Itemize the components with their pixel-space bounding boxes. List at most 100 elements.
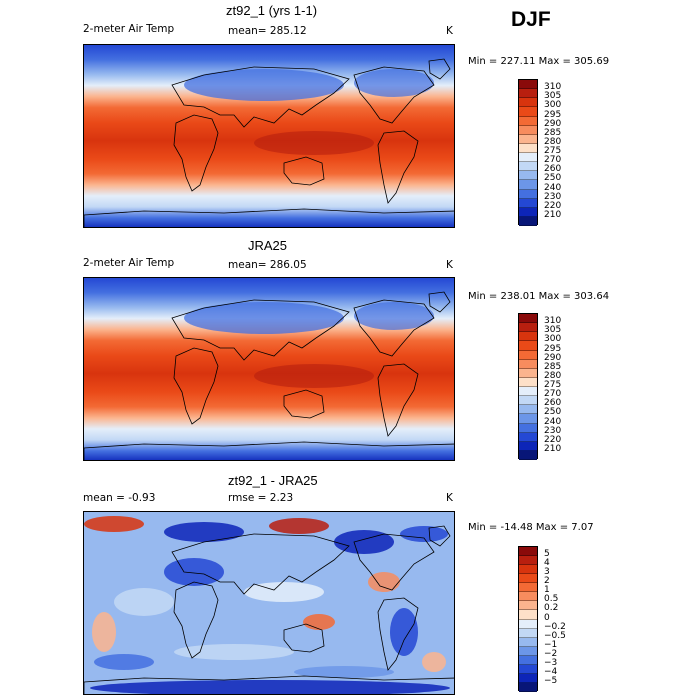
colorbar-label: −5 (544, 675, 558, 686)
coastline (171, 533, 350, 595)
colorbar-label: 285 (544, 127, 562, 138)
colorbar-swatch (519, 314, 537, 324)
colorbar-swatch (519, 610, 537, 620)
colorbar-swatch (519, 377, 537, 387)
colorbar-label: 270 (544, 155, 562, 166)
colorbar-swatch (519, 134, 537, 144)
colorbar-label: 240 (544, 416, 562, 427)
panel-3-map (83, 511, 455, 695)
coastline (84, 675, 454, 694)
colorbar-swatch (519, 116, 537, 126)
colorbar-swatch (519, 359, 537, 369)
panel-3-minmax: Min = -14.48 Max = 7.07 (468, 522, 594, 533)
coastline (173, 581, 219, 659)
colorbar-label: −0.5 (544, 630, 566, 641)
colorbar-swatch (519, 646, 537, 656)
colorbar-swatch (519, 547, 537, 557)
colorbar-label: 4 (544, 558, 550, 569)
colorbar-label: 295 (544, 109, 562, 120)
colorbar-label: 260 (544, 398, 562, 409)
season-label: DJF (511, 8, 551, 31)
colorbar-swatch (519, 143, 537, 153)
coastline (428, 58, 451, 80)
colorbar-label: 250 (544, 407, 562, 418)
panel-2-minmax: Min = 238.01 Max = 303.64 (468, 291, 610, 302)
colorbar-swatch (519, 332, 537, 342)
colorbar-swatch (519, 171, 537, 181)
colorbar-swatch (519, 207, 537, 217)
colorbar-swatch (519, 341, 537, 351)
colorbar-swatch (519, 98, 537, 108)
panel-2-mean-label: mean= 286.05 (228, 259, 307, 271)
colorbar-label: −0.2 (544, 621, 566, 632)
colorbar-label: 290 (544, 352, 562, 363)
colorbar-label: 220 (544, 434, 562, 445)
colorbar-label: 260 (544, 164, 562, 175)
colorbar-swatch (519, 423, 537, 433)
panel-1-title: zt92_1 (yrs 1-1) (226, 3, 318, 18)
coastline (173, 347, 219, 425)
colorbar-swatch (519, 125, 537, 135)
colorbar-swatch (519, 405, 537, 415)
panel-3-colorbar (518, 546, 538, 692)
colorbar-label: 305 (544, 325, 562, 336)
colorbar-swatch (519, 619, 537, 629)
coastline (353, 533, 435, 591)
panel-2-units-label: K (446, 259, 453, 271)
colorbar-swatch (519, 432, 537, 442)
panel-3-mean-label: mean = -0.93 (83, 492, 156, 504)
colorbar-swatch (519, 180, 537, 190)
coastline (377, 363, 419, 437)
coastline (428, 291, 451, 313)
colorbar-label: 300 (544, 100, 562, 111)
colorbar-swatch (519, 107, 537, 117)
colorbar-swatch (519, 153, 537, 163)
panel-2-colorbar (518, 313, 538, 460)
colorbar-label: −4 (544, 666, 558, 677)
panel-3-rmse-label: rmse = 2.23 (228, 492, 294, 504)
colorbar-label: 5 (544, 549, 550, 560)
coastline (377, 130, 419, 204)
colorbar-label: 3 (544, 567, 550, 578)
colorbar-swatch (519, 396, 537, 406)
colorbar-label: 2 (544, 576, 550, 587)
colorbar-swatch (519, 628, 537, 638)
coastline (283, 156, 325, 186)
colorbar-swatch (519, 80, 537, 90)
colorbar-label: −1 (544, 639, 558, 650)
panel-1-minmax: Min = 227.11 Max = 305.69 (468, 56, 610, 67)
colorbar-swatch (519, 198, 537, 208)
colorbar-swatch (519, 450, 537, 460)
colorbar-label: 210 (544, 443, 562, 454)
colorbar-swatch (519, 664, 537, 674)
colorbar-label: 240 (544, 182, 562, 193)
panel-1-mean-label: mean= 285.12 (228, 25, 307, 37)
coastline (377, 597, 419, 671)
coastline (353, 299, 435, 357)
colorbar-label: 275 (544, 380, 562, 390)
colorbar-label: −2 (544, 648, 558, 659)
panel-1-colorbar (518, 79, 538, 226)
coastline (84, 208, 454, 227)
colorbar-label: −3 (544, 657, 558, 668)
colorbar-label: 250 (544, 173, 562, 184)
panel-2-map (83, 277, 455, 461)
coastline (353, 66, 435, 124)
colorbar-swatch (519, 574, 537, 584)
colorbar-label: 305 (544, 91, 562, 102)
coastline (84, 441, 454, 460)
colorbar-swatch (519, 556, 537, 566)
panel-3-units-label: K (446, 492, 453, 504)
colorbar-label: 270 (544, 389, 562, 400)
coastline (283, 623, 325, 653)
colorbar-label: 290 (544, 118, 562, 129)
colorbar-swatch (519, 162, 537, 172)
colorbar-swatch (519, 323, 537, 333)
colorbar-swatch (519, 583, 537, 593)
colorbar-label: 275 (544, 146, 562, 156)
colorbar-swatch (519, 350, 537, 360)
panel-1-variable-label: 2-meter Air Temp (83, 23, 175, 35)
colorbar-swatch (519, 441, 537, 451)
colorbar-swatch (519, 414, 537, 424)
coastline (283, 389, 325, 419)
